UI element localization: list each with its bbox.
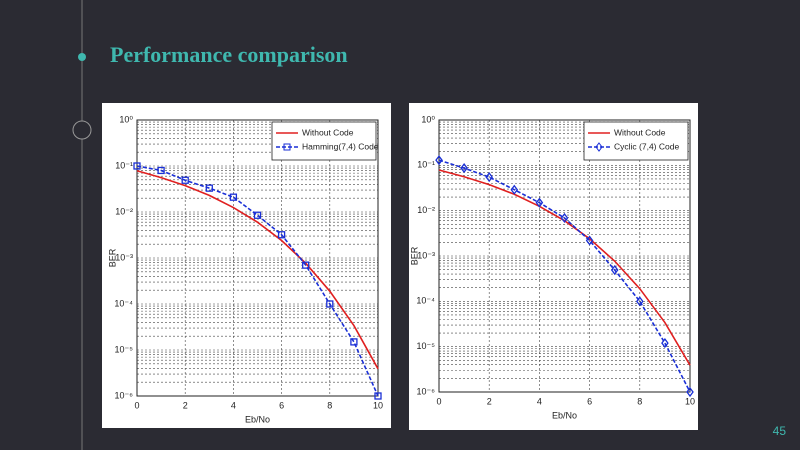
- legend-label: Hamming(7,4) Code: [302, 141, 379, 151]
- x-tick-label: 4: [537, 396, 542, 406]
- y-tick-label: 10⁻⁴: [416, 296, 435, 306]
- y-tick-label: 10⁻⁶: [115, 390, 134, 400]
- y-tick-label: 10⁻²: [115, 206, 133, 216]
- data-point: [205, 184, 213, 192]
- series-line: [438, 159, 691, 393]
- timeline-node: [72, 120, 92, 140]
- data-point: [535, 197, 544, 208]
- y-tick-label: 10⁻⁴: [114, 298, 133, 308]
- data-point: [460, 162, 468, 174]
- x-tick-label: 8: [637, 396, 642, 406]
- data-point: [661, 337, 669, 349]
- x-tick-label: 2: [487, 396, 492, 406]
- series-line: [136, 169, 379, 370]
- data-point: [181, 176, 189, 184]
- legend-box: [583, 121, 689, 161]
- y-tick-label: 10⁻⁶: [417, 386, 436, 396]
- x-axis-label: Eb/No: [552, 410, 577, 420]
- y-axis-label: BER: [409, 246, 419, 265]
- data-point: [350, 338, 358, 346]
- y-axis-label: BER: [107, 248, 117, 267]
- x-tick-label: 8: [327, 400, 332, 410]
- x-axis-label: Eb/No: [245, 414, 270, 424]
- legend-label: Without Code: [302, 127, 354, 137]
- y-tick-label: 10⁻⁵: [417, 341, 436, 351]
- chart: 10⁰ 10⁻¹ 10⁻² 10⁻³ 10⁻⁴ 10⁻⁵ 10⁻⁶0 2 4 6 8 10 Eb/No B…: [102, 103, 391, 428]
- chart: 10⁰ 10⁻¹ 10⁻² 10⁻³ 10⁻⁴ 10⁻⁵ 10⁻⁶0 2 4 6 8 10 Eb/No B…: [409, 103, 698, 430]
- legend-label: Cyclic (7,4) Code: [614, 141, 679, 151]
- data-point: [510, 184, 519, 195]
- y-tick-label: 10⁻³: [417, 250, 435, 260]
- plot-frame: [438, 119, 691, 393]
- data-point: [435, 155, 443, 166]
- data-point: [326, 300, 334, 308]
- x-tick-label: 10: [685, 396, 695, 406]
- y-tick-label: 10⁰: [421, 114, 435, 124]
- y-tick-label: 10⁻¹: [417, 160, 435, 170]
- slide-title: Performance comparison: [110, 42, 348, 67]
- x-tick-label: 0: [436, 396, 441, 406]
- x-tick-label: 6: [587, 396, 592, 406]
- data-point: [157, 166, 165, 175]
- data-point: [302, 261, 310, 269]
- data-point: [374, 392, 382, 400]
- x-tick-label: 10: [373, 400, 383, 410]
- data-point: [635, 296, 644, 307]
- data-point: [229, 193, 238, 201]
- y-tick-label: 10⁰: [119, 114, 133, 124]
- y-tick-label: 10⁻⁵: [115, 344, 134, 354]
- data-point: [610, 264, 619, 276]
- y-tick-label: 10⁻²: [417, 205, 435, 215]
- series-line: [438, 169, 691, 366]
- x-tick-label: 2: [183, 400, 188, 410]
- legend-marker: [595, 142, 603, 152]
- data-point: [277, 231, 286, 239]
- data-point: [253, 211, 262, 219]
- page-number: 45: [773, 424, 787, 438]
- data-point: [560, 212, 569, 224]
- x-tick-label: 6: [279, 400, 284, 410]
- bullet: [78, 53, 86, 61]
- legend-box: [271, 121, 377, 161]
- data-point: [133, 162, 141, 170]
- legend-marker: [283, 143, 291, 151]
- legend-label: Without Code: [614, 127, 666, 137]
- x-tick-label: 0: [134, 400, 139, 410]
- data-point: [585, 235, 594, 246]
- x-tick-label: 4: [231, 400, 236, 410]
- y-tick-label: 10⁻³: [115, 252, 133, 262]
- data-point: [686, 386, 694, 398]
- plot-frame: [136, 119, 379, 397]
- y-tick-label: 10⁻¹: [115, 160, 133, 170]
- data-point: [485, 172, 494, 183]
